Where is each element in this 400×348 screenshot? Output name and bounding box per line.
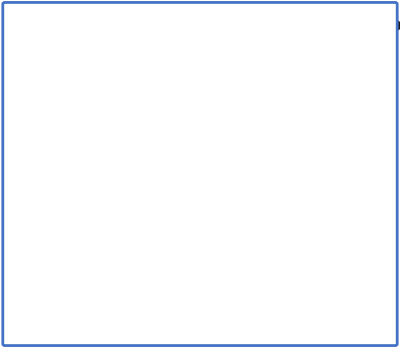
- Text: $46,226: $46,226: [199, 157, 251, 170]
- Text: 1: 1: [54, 157, 63, 170]
- Text: $127,303: $127,303: [195, 284, 256, 297]
- Text: $42,328: $42,328: [110, 284, 162, 297]
- Text: 5: 5: [54, 259, 63, 272]
- Text: 6: 6: [55, 284, 63, 297]
- Text: Source:: Source:: [22, 301, 66, 311]
- Text: $26,153: $26,153: [110, 208, 162, 221]
- Text: 3: 3: [54, 208, 63, 221]
- Text: $31,545: $31,545: [110, 234, 162, 246]
- Text: heritage.org: heritage.org: [241, 328, 311, 338]
- Text: Estimated Income Corresponding to
Federal Poverty Level in 2014: Estimated Income Corresponding to Federa…: [22, 16, 400, 57]
- Text: 400% FPL: 400% FPL: [194, 134, 256, 147]
- Text: (May 11, 2011): (May 11, 2011): [144, 334, 224, 345]
- Text: $94,872: $94,872: [199, 234, 252, 246]
- Text: ■: ■: [234, 328, 244, 338]
- Text: 133% FPL: 133% FPL: [104, 134, 167, 147]
- Text: http://aspe.hhs.gov/poverty/11poverty.shtml: http://aspe.hhs.gov/poverty/11poverty.sh…: [22, 334, 252, 345]
- Text: 4: 4: [55, 234, 63, 246]
- Text: Appendix Table 2 • B 2554: Appendix Table 2 • B 2554: [117, 328, 263, 338]
- Text: Household Size: Household Size: [22, 134, 120, 147]
- Text: 2: 2: [55, 183, 63, 196]
- Text: $62,441: $62,441: [199, 183, 251, 196]
- Text: Author’s calculations based on data from U.S. Department: Author’s calculations based on data from…: [47, 301, 351, 311]
- Text: $20,762: $20,762: [110, 183, 162, 196]
- Text: $37,937: $37,937: [110, 259, 162, 272]
- Text: of Health and Human Services, “2011 HHS Poverty Guidelines,” at: of Health and Human Services, “2011 HHS …: [22, 318, 363, 328]
- Text: $78,657: $78,657: [199, 208, 252, 221]
- Text: $111,087: $111,087: [195, 259, 256, 272]
- Text: $15,370: $15,370: [109, 157, 162, 170]
